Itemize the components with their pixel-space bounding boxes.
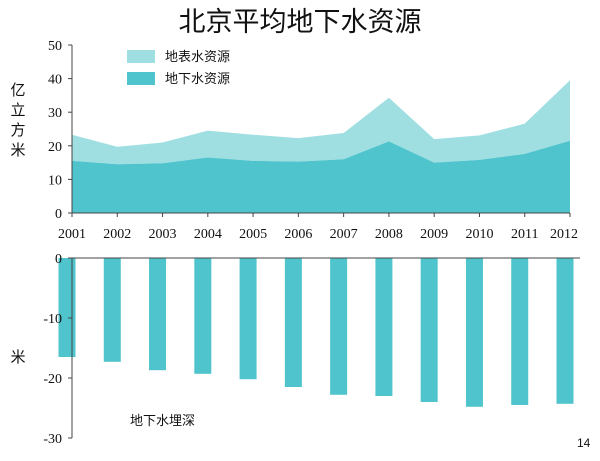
bar-2004: [194, 258, 212, 374]
legend-label: 地表水资源: [165, 50, 230, 65]
area-y-tick-label: 10: [48, 173, 62, 188]
bar-y-ticks: 0 -10 -20 -30: [43, 252, 72, 447]
legend-label: 地下水资源: [165, 72, 230, 87]
area-y-tick-label: 30: [48, 106, 62, 121]
bar-chart: 0 -10 -20 -30 米 地下水埋深: [10, 252, 580, 447]
bar-2010: [465, 258, 483, 407]
area-y-ticks: 0 10 20 30 40 50: [48, 39, 72, 222]
area-x-tick-label: 2010: [465, 227, 493, 242]
area-x-tick-label: 2007: [330, 227, 358, 242]
area-y-label-char: 亿: [10, 81, 25, 99]
bar-y-tick-label: -30: [43, 432, 62, 447]
bar-annotation: 地下水埋深: [130, 414, 195, 429]
bar-2001: [58, 258, 76, 357]
bar-2002: [103, 258, 121, 362]
bar-y-tick-label: 0: [55, 252, 62, 267]
bar-y-tick-label: -10: [43, 312, 62, 327]
area-x-tick-label: 2003: [149, 227, 177, 242]
stacked-area-chart: 0 10 20 30 40 50 2001 2002 2003 2004 2005 2006 2007…: [10, 39, 578, 242]
area-x-tick-label: 2006: [284, 227, 312, 242]
area-x-ticks: 2001 2002 2003 2004 2005 2006 2007 2008 2009 2010…: [58, 213, 578, 242]
area-y-tick-label: 0: [55, 207, 62, 222]
chart-title: 北京平均地下水资源: [179, 7, 422, 38]
area-layers: [72, 80, 570, 213]
bar-y-axis-label: 米: [10, 348, 25, 366]
page-number: 14: [577, 436, 591, 450]
bars: [58, 258, 574, 407]
area-x-tick-label: 2002: [103, 227, 131, 242]
bar-2009: [420, 258, 438, 402]
bar-2005: [239, 258, 257, 380]
bar-2012: [556, 258, 574, 404]
area-x-tick-label: 2012: [550, 227, 578, 242]
area-x-tick-label: 2008: [375, 227, 403, 242]
area-x-tick-label: 2009: [420, 227, 448, 242]
bar-2008: [375, 258, 393, 396]
bar-2006: [284, 258, 302, 387]
area-y-label-char: 立: [10, 101, 25, 119]
bar-2003: [149, 258, 167, 371]
area-series-surface-water: [72, 80, 570, 165]
bar-2007: [330, 258, 348, 395]
area-series-groundwater: [72, 140, 570, 213]
area-y-label-char: 米: [10, 141, 25, 159]
legend-swatch: [127, 72, 155, 85]
area-y-tick-label: 50: [48, 39, 62, 54]
bar-y-label-text: 米: [10, 348, 25, 366]
bar-y-tick-label: -20: [43, 372, 62, 387]
bar-2011: [511, 258, 529, 405]
legend-swatch: [127, 50, 155, 63]
area-y-label-char: 方: [10, 121, 25, 139]
area-x-tick-label: 2005: [239, 227, 267, 242]
area-y-tick-label: 40: [48, 73, 62, 88]
area-x-tick-label: 2011: [511, 227, 538, 242]
area-y-tick-label: 20: [48, 140, 62, 155]
area-x-tick-label: 2001: [58, 227, 86, 242]
area-x-tick-label: 2004: [194, 227, 222, 242]
